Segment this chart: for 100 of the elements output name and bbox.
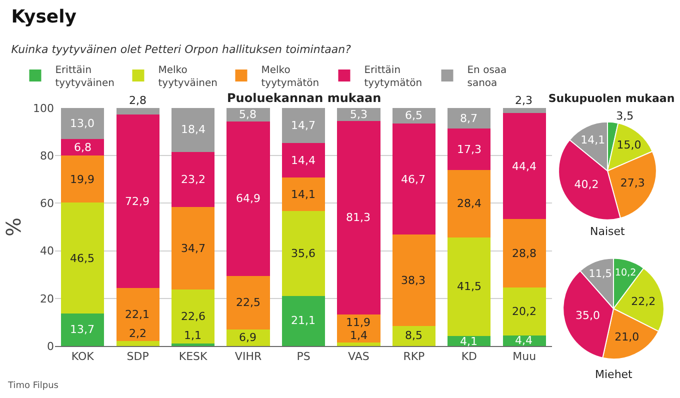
- bar: [337, 314, 380, 343]
- y-axis-title: %: [2, 217, 26, 237]
- bar: [172, 108, 215, 152]
- data-label: 4,1: [460, 335, 478, 348]
- data-label: 40,2: [574, 178, 599, 192]
- bar: [61, 108, 104, 140]
- bar: [392, 326, 436, 346]
- bar: [448, 336, 491, 346]
- data-label: 1,1: [184, 329, 202, 342]
- data-label: 22,2: [631, 295, 656, 308]
- x-tick-label: KESK: [178, 350, 208, 364]
- text: Naiset: [590, 225, 626, 238]
- bar: [61, 139, 104, 156]
- data-label: 20,2: [512, 305, 536, 318]
- data-label: 14,1: [580, 133, 606, 146]
- x-tick-label: VAS: [348, 350, 370, 364]
- bar: [172, 343, 215, 346]
- bar: [392, 108, 436, 124]
- data-label: 28,4: [457, 197, 482, 210]
- data-label: 41,5: [457, 280, 482, 293]
- chart-title: Kysely: [11, 6, 77, 28]
- data-label: 15,0: [616, 138, 642, 152]
- bar: [172, 207, 215, 290]
- data-label: 5,3: [350, 108, 368, 121]
- data-label: 6,8: [74, 141, 92, 154]
- data-label: 64,9: [236, 192, 260, 205]
- data-label: 6,9: [239, 331, 256, 344]
- data-label: 4,4: [515, 334, 532, 347]
- data-label: 14,4: [291, 154, 316, 167]
- data-label: 18,4: [181, 123, 206, 136]
- data-label: 8,7: [460, 112, 478, 125]
- bar: [116, 114, 160, 288]
- x-tick-label: SDP: [126, 350, 150, 364]
- text: Puoluekannan mukaan: [227, 91, 382, 105]
- data-label: 35,0: [575, 308, 600, 322]
- bar: [282, 211, 326, 296]
- bar: [226, 122, 270, 276]
- bar: [116, 340, 160, 346]
- data-label: 2,8: [129, 94, 146, 107]
- legend-label: Erittäin tyytymätön: [364, 64, 422, 89]
- bar: [337, 342, 380, 346]
- data-label: 35,6: [291, 247, 316, 260]
- data-label: 14,1: [291, 188, 316, 201]
- chart-subtitle: Kuinka tyytyväinen olet Petteri Orpon hallituksen toimintaan?: [11, 42, 352, 56]
- data-label: 5,8: [239, 108, 256, 121]
- data-label: 46,7: [401, 173, 426, 186]
- bar: [116, 108, 160, 115]
- x-tick-label: PS: [296, 350, 310, 364]
- data-label: 6,5: [405, 109, 422, 122]
- bar: [448, 128, 491, 170]
- data-label: 13,0: [70, 117, 94, 130]
- data-label: 14,7: [291, 119, 316, 132]
- y-tick-label: 100: [33, 102, 54, 115]
- bar: [448, 170, 491, 238]
- data-label: 3,5: [616, 109, 634, 122]
- y-tick-label: 20: [40, 292, 54, 306]
- data-label: 38,3: [401, 274, 426, 287]
- y-tick-label: 0: [47, 340, 54, 353]
- data-label: 10,2: [614, 267, 636, 278]
- data-label: 2,2: [129, 327, 146, 340]
- data-label: 81,3: [346, 211, 370, 224]
- bar: [226, 276, 270, 330]
- data-label: 27,3: [620, 176, 645, 190]
- text: Timo Filpus: [7, 381, 59, 391]
- bar: [282, 108, 326, 144]
- bar: [392, 234, 436, 326]
- bar: [448, 108, 491, 129]
- bar: [172, 290, 215, 344]
- bar: [282, 296, 326, 346]
- x-tick-label: KOK: [71, 350, 95, 364]
- bar: [337, 120, 380, 314]
- data-label: 34,7: [181, 242, 206, 255]
- x-tick-label: RKP: [403, 350, 426, 364]
- bar: [392, 123, 436, 235]
- data-label: 2,3: [515, 94, 532, 107]
- legend-label: En osaa sanoa: [467, 64, 507, 89]
- legend-label: Erittäin tyytyväinen: [55, 64, 114, 89]
- data-label: 22,5: [236, 296, 260, 309]
- data-label: 22,1: [125, 308, 150, 321]
- data-label: 1,4: [350, 329, 368, 342]
- data-label: 11,9: [346, 316, 370, 329]
- bar: [61, 155, 104, 203]
- y-tick-label: 40: [40, 244, 54, 258]
- x-tick-label: VIHR: [234, 350, 262, 364]
- data-label: 11,5: [588, 268, 612, 280]
- bar: [116, 288, 160, 341]
- data-label: 19,9: [70, 173, 94, 186]
- data-label: 23,2: [181, 173, 206, 186]
- data-label: 22,6: [181, 310, 206, 323]
- data-label: 46,5: [70, 252, 94, 265]
- data-label: 17,3: [457, 143, 482, 156]
- chart-title: Sukupuolen mukaan: [548, 92, 675, 105]
- bar: [61, 202, 104, 314]
- bar: [502, 108, 546, 114]
- x-tick-label: Muu: [512, 350, 536, 364]
- legend-label: Melko tyytyväinen: [158, 64, 218, 89]
- bar: [226, 108, 270, 122]
- data-label: 21,1: [291, 314, 316, 327]
- bar: [282, 178, 326, 212]
- bar: [502, 287, 546, 336]
